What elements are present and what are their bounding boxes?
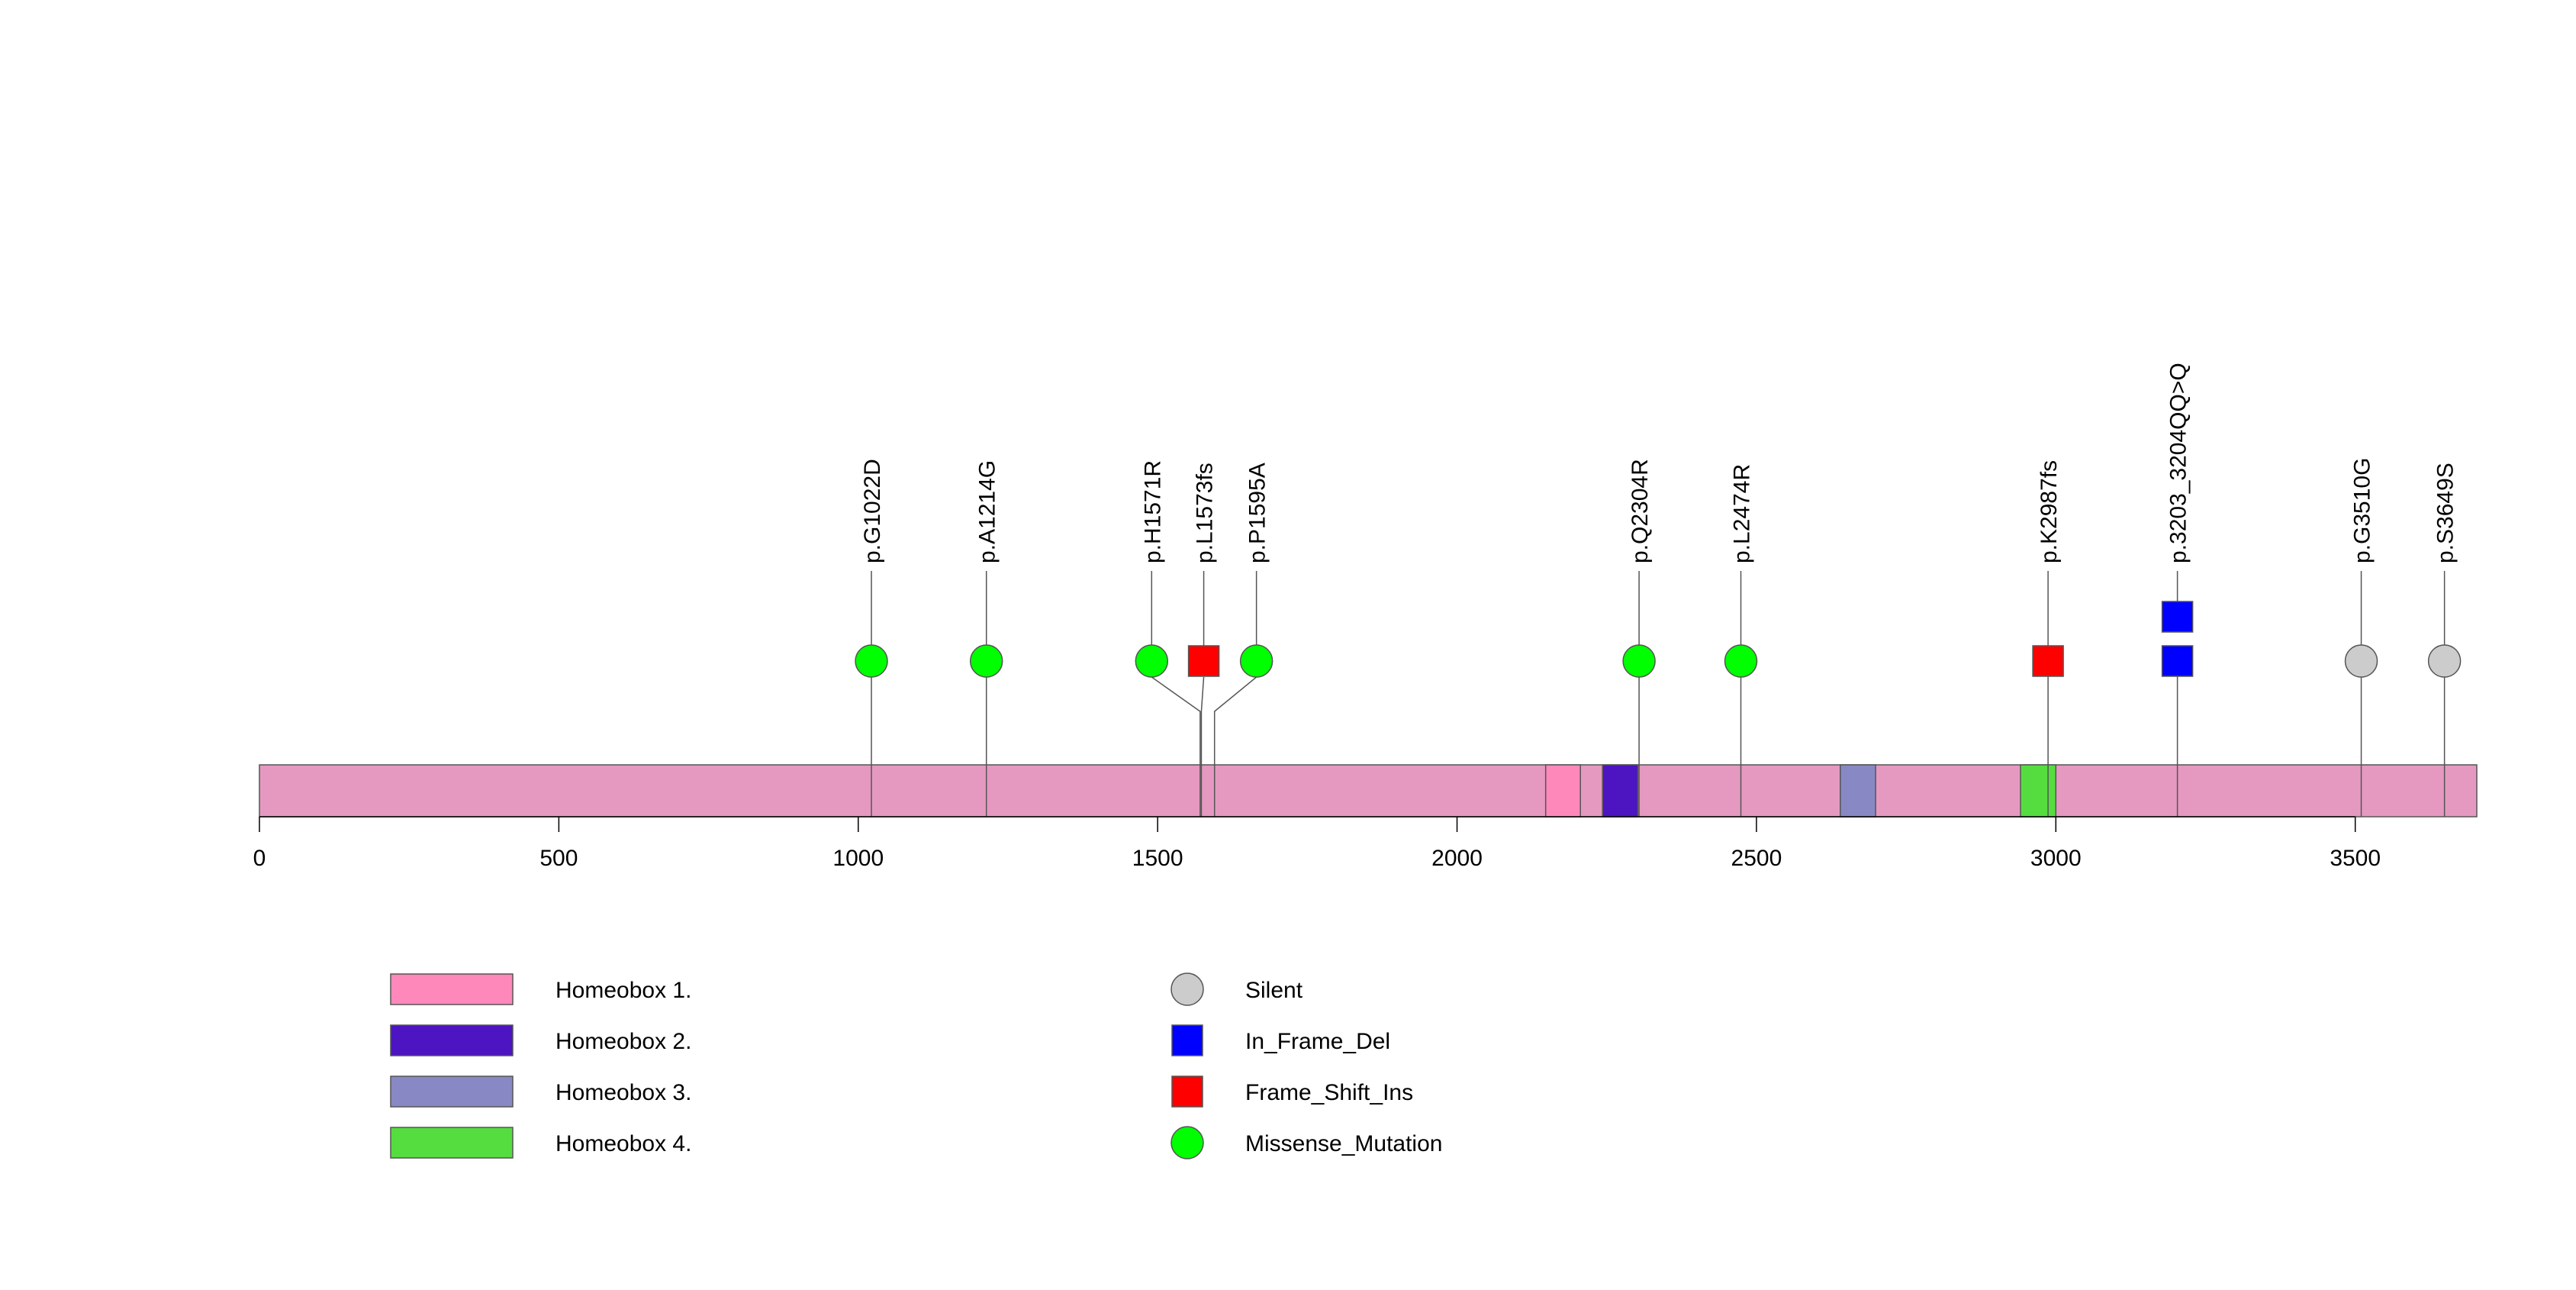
marker-6-1 — [1622, 644, 1656, 678]
domain-2 — [1602, 764, 1639, 818]
legend-type-label-3: Frame_Shift_Ins — [1245, 1080, 1413, 1105]
x-tick-label-2500: 2500 — [1731, 846, 1782, 871]
legend-domain-label-1: Homeobox 1. — [555, 978, 691, 1003]
mutation-label-4: p.L1573fs — [1193, 463, 1218, 563]
x-tick-label-500: 500 — [539, 846, 578, 871]
protein-backbone — [259, 764, 2478, 818]
marker-8-1 — [2032, 645, 2064, 677]
mutation-label-9: p.3203_3204QQ>Q — [2166, 363, 2191, 563]
marker-9-2 — [2161, 601, 2194, 633]
legend-domain-label-4: Homeobox 4. — [555, 1131, 691, 1156]
mutation-label-5: p.P1595A — [1245, 463, 1270, 563]
marker-4-1 — [1187, 645, 1220, 677]
mutation-label-2: p.A1214G — [975, 460, 1000, 563]
marker-1-1 — [855, 644, 888, 678]
legend-type-symbol-2 — [1171, 1024, 1203, 1056]
legend-type-label-4: Missense_Mutation — [1245, 1131, 1442, 1156]
mutation-label-11: p.S3649S — [2433, 463, 2458, 563]
x-tick-label-0: 0 — [253, 846, 266, 871]
mutation-label-10: p.G3510G — [2350, 458, 2375, 563]
domain-1 — [1544, 764, 1581, 818]
legend-type-symbol-4 — [1170, 1126, 1204, 1159]
legend-domain-label-2: Homeobox 2. — [555, 1029, 691, 1054]
domain-4 — [2020, 764, 2057, 818]
mutation-label-8: p.K2987fs — [2037, 460, 2062, 563]
marker-3-1 — [1135, 644, 1169, 678]
marker-9-1 — [2161, 645, 2194, 677]
marker-10-1 — [2344, 644, 2378, 678]
marker-2-1 — [969, 644, 1003, 678]
mutation-label-6: p.Q2304R — [1628, 459, 1653, 563]
connector-lines — [871, 661, 2446, 765]
connector-3 — [1151, 676, 1201, 765]
mutation-markers — [855, 601, 2462, 678]
x-tick-label-1500: 1500 — [1132, 846, 1183, 871]
marker-5-1 — [1239, 644, 1274, 678]
legend-domain-swatch-4 — [390, 1127, 514, 1159]
marker-11-1 — [2427, 644, 2462, 678]
x-tick-label-1000: 1000 — [832, 846, 884, 871]
legend-domain-swatch-3 — [390, 1076, 514, 1108]
x-tick-label-2000: 2000 — [1431, 846, 1483, 871]
legend-type-symbol-3 — [1171, 1076, 1203, 1108]
domain-legend: Homeobox 1. Homeobox 2. Homeobox 3. Homeobo… — [390, 973, 691, 1159]
mutation-label-1: p.G1022D — [860, 459, 885, 563]
x-axis: 0 500 1000 1500 2000 2500 3000 3500 — [253, 816, 2381, 871]
legend-type-symbol-1 — [1170, 972, 1204, 1006]
legend-domain-swatch-2 — [390, 1024, 514, 1056]
domain-3 — [1840, 764, 1876, 818]
legend-type-label-1: Silent — [1245, 978, 1303, 1003]
protein-backbone-group — [259, 764, 2478, 818]
connector-5 — [1213, 676, 1257, 765]
marker-7-1 — [1724, 644, 1758, 678]
legend-domain-swatch-1 — [390, 973, 514, 1005]
mutation-label-7: p.L2474R — [1730, 464, 1755, 563]
legend-type-label-2: In_Frame_Del — [1245, 1029, 1390, 1054]
x-tick-label-3000: 3000 — [2030, 846, 2082, 871]
legend-domain-label-3: Homeobox 3. — [555, 1080, 691, 1105]
connector-4 — [1200, 676, 1205, 765]
mutation-labels: p.G1022D p.A1214G p.H1571R p.L1573fs p.P1595… — [860, 363, 2458, 563]
x-tick-label-3500: 3500 — [2330, 846, 2381, 871]
mutation-type-legend: Silent In_Frame_Del Frame_Shift_Ins Missens… — [1170, 972, 1442, 1159]
mutation-label-3: p.H1571R — [1140, 460, 1165, 563]
